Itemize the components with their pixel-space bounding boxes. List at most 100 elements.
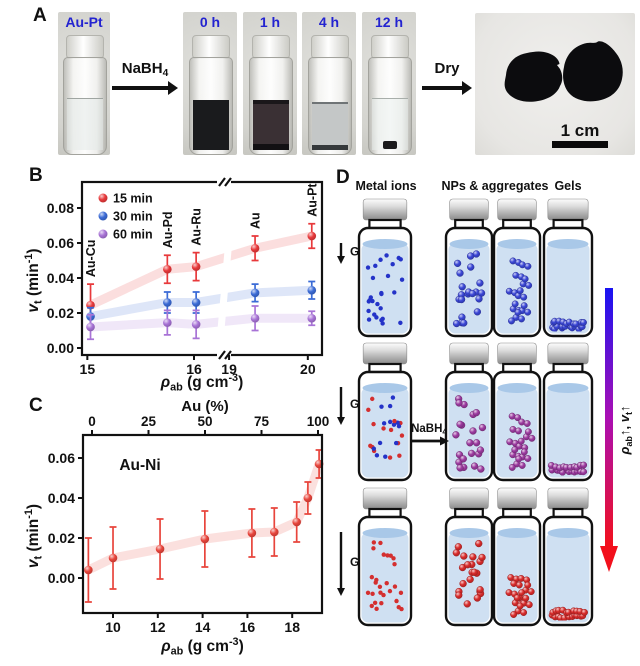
gravity-label: G <box>350 555 359 569</box>
nabh4-label: NaBH4 <box>411 423 447 437</box>
liquid-surface <box>497 239 537 249</box>
top-axis-title: Au (%) <box>181 398 229 415</box>
data-point <box>200 534 210 544</box>
vial-content-susp <box>312 102 348 150</box>
x-tick-label: 14 <box>195 619 211 635</box>
gel-piece-right <box>563 41 623 102</box>
data-point <box>163 318 172 327</box>
category-label: Au-Ru <box>190 208 204 246</box>
vial-cap <box>66 35 104 59</box>
vial-cap <box>371 35 409 59</box>
liquid-surface <box>547 528 589 538</box>
x-axis-title: ρab (g cm-3) <box>160 636 244 657</box>
liquid <box>546 243 590 334</box>
y-tick-label: 0.02 <box>48 530 75 546</box>
legend-swatch <box>98 193 108 203</box>
gravity-arrow: G <box>337 387 359 425</box>
liquid-surface <box>547 383 589 393</box>
column-header: Gels <box>554 179 581 193</box>
vial-cap <box>547 342 589 365</box>
vial-photo-t2: 4 h <box>302 12 356 155</box>
panel-c-label: C <box>29 395 43 416</box>
vial-nps <box>444 198 494 338</box>
nanoparticle-dots <box>452 250 486 328</box>
vial-time-label: 0 h <box>199 14 221 30</box>
trend-bands <box>84 459 321 575</box>
y-tick-label: 0.00 <box>47 340 74 356</box>
x-tick-label: 16 <box>240 619 256 635</box>
vial-time-label: 12 h <box>374 14 403 30</box>
vial-content-chunk <box>372 98 408 150</box>
legend-label: 15 min <box>113 192 153 206</box>
vial-gel <box>542 198 594 338</box>
gravity-label: G <box>350 245 359 259</box>
nanoparticle-dots <box>549 317 587 332</box>
data-point <box>307 231 317 241</box>
liquid-surface <box>362 383 408 393</box>
data-point <box>250 313 260 323</box>
vial-agg <box>492 342 542 482</box>
nanoparticle-dots <box>506 412 536 471</box>
x-tick-label: 10 <box>105 619 121 635</box>
nanoparticle-dots <box>452 539 486 608</box>
nabh4-label: NaBH4 <box>121 60 169 80</box>
vial-photo-t0: 0 h <box>183 12 237 155</box>
liquid-surface <box>362 239 408 249</box>
vial-cap <box>449 342 489 365</box>
vial-cap <box>449 198 489 221</box>
x-tick-label: 20 <box>300 361 316 377</box>
y-axis-title: vt (min-1) <box>23 504 44 568</box>
nanoparticle-dots <box>505 257 533 325</box>
vial-cap <box>449 487 489 510</box>
x-tick-label: 12 <box>150 619 166 635</box>
category-label: Au-Cu <box>84 240 98 278</box>
data-point <box>108 553 118 563</box>
top-tick-label: 25 <box>141 414 157 429</box>
y-tick-label: 0.02 <box>47 305 74 321</box>
data-point <box>247 528 257 538</box>
liquid-surface <box>362 528 408 538</box>
series-60-min <box>86 305 317 341</box>
vial-glass-body <box>189 57 233 155</box>
x-tick-label: 16 <box>186 361 202 377</box>
gel-chunk <box>383 141 397 149</box>
panel-d-schematic: D Metal ions NPs & aggregates Gels G G NaBH4 Gρ… <box>336 167 634 627</box>
chart-panel-B: 15 16 19 20 0.00 0.02 0.04 0.06 0.08 ρab (g cm-3)… <box>23 165 324 393</box>
top-tick-label: 0 <box>88 414 96 429</box>
data-point <box>191 262 201 271</box>
data-point <box>163 264 172 274</box>
vial-cap <box>362 198 408 221</box>
gradient-arrow-label: ρab↑, vt↑ <box>617 406 634 456</box>
dried-gel-photo: 1 cm <box>475 13 635 155</box>
gravity-arrow: G <box>337 532 359 596</box>
liquid-surface <box>449 528 489 538</box>
vial-glass-body <box>63 57 107 155</box>
liquid-surface <box>547 239 589 249</box>
gel-piece-left <box>504 51 563 102</box>
nanoparticle-dots <box>505 574 535 618</box>
vial-gel <box>542 342 594 482</box>
data-point <box>191 320 201 329</box>
chart-panel-C: 10 12 14 16 18 0.00 0.02 0.04 0.06 0 25 50 75 100 Au (… <box>23 395 329 657</box>
gravity-arrow: G <box>337 243 359 264</box>
vial-gel <box>542 487 594 627</box>
data-point <box>307 285 317 295</box>
vial-content-black <box>193 100 229 150</box>
x-axis-title: ρab (g cm-3) <box>160 372 244 393</box>
data-point <box>307 313 317 323</box>
vial-photo-precursor: Au-Pt <box>58 12 110 155</box>
data-point <box>292 517 301 527</box>
scale-bar <box>552 141 608 148</box>
vial-photo-t1: 1 h <box>243 12 297 155</box>
liquid <box>361 387 409 478</box>
vial-ions <box>357 342 413 482</box>
panel-b-label: B <box>29 165 43 186</box>
ion-dots <box>365 253 405 326</box>
vial-cap <box>192 35 230 59</box>
vial-ions <box>357 198 413 338</box>
liquid-surface <box>497 383 537 393</box>
data-point <box>269 527 279 537</box>
category-label: Au-Pt <box>305 183 319 217</box>
vial-agg <box>492 487 542 627</box>
